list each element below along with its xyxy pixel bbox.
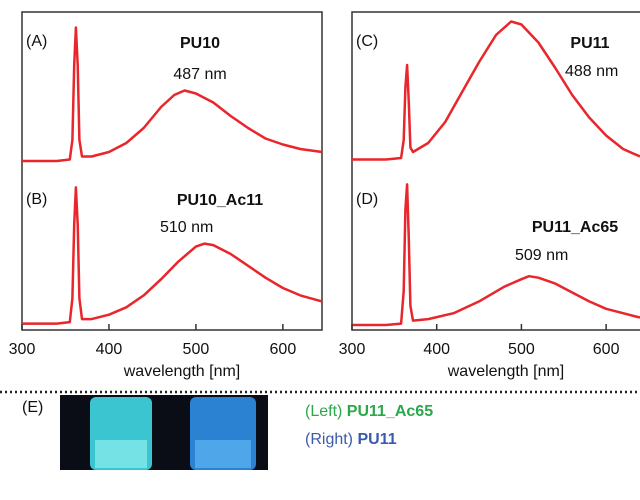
spectrum bbox=[352, 20, 640, 161]
panel-e-label: (E) bbox=[22, 399, 43, 416]
peak-label: 510 nm bbox=[160, 219, 213, 236]
right-prefix: (Right) bbox=[305, 431, 353, 448]
x-tick-label: 300 bbox=[339, 341, 366, 358]
x-tick-label: 400 bbox=[96, 341, 123, 358]
photo bbox=[60, 395, 268, 470]
panel-label: (D) bbox=[356, 191, 378, 208]
sample-name: PU11_Ac65 bbox=[532, 219, 618, 236]
x-tick-label: 500 bbox=[183, 341, 210, 358]
sample-name: PU10_Ac11 bbox=[177, 192, 263, 209]
panel-label: (A) bbox=[26, 33, 47, 50]
panel-label: (B) bbox=[26, 191, 47, 208]
right-name: PU11 bbox=[357, 431, 396, 448]
spectrum bbox=[352, 183, 640, 327]
peak-label: 509 nm bbox=[515, 247, 568, 264]
sample-name: PU11 bbox=[570, 35, 609, 52]
peak-label: 487 nm bbox=[173, 66, 226, 83]
left-legend: (Left) PU11_Ac65 bbox=[305, 403, 433, 420]
spectrum bbox=[22, 186, 323, 325]
left-name: PU11_Ac65 bbox=[347, 403, 433, 420]
x-axis-label: wavelength [nm] bbox=[123, 363, 241, 380]
x-tick-label: 400 bbox=[423, 341, 450, 358]
left-prefix: (Left) bbox=[305, 403, 342, 420]
sample-name: PU10 bbox=[180, 35, 220, 52]
frame-right bbox=[351, 11, 640, 331]
spectrum bbox=[22, 26, 323, 163]
panel-label: (C) bbox=[356, 33, 378, 50]
peak-label: 488 nm bbox=[565, 63, 618, 80]
x-tick-label: 300 bbox=[9, 341, 36, 358]
x-axis-label: wavelength [nm] bbox=[447, 363, 565, 380]
x-tick-label: 500 bbox=[508, 341, 535, 358]
x-tick-label: 600 bbox=[593, 341, 620, 358]
frame-left bbox=[21, 11, 323, 331]
x-tick-label: 600 bbox=[270, 341, 297, 358]
right-legend: (Right) PU11 bbox=[305, 431, 397, 448]
